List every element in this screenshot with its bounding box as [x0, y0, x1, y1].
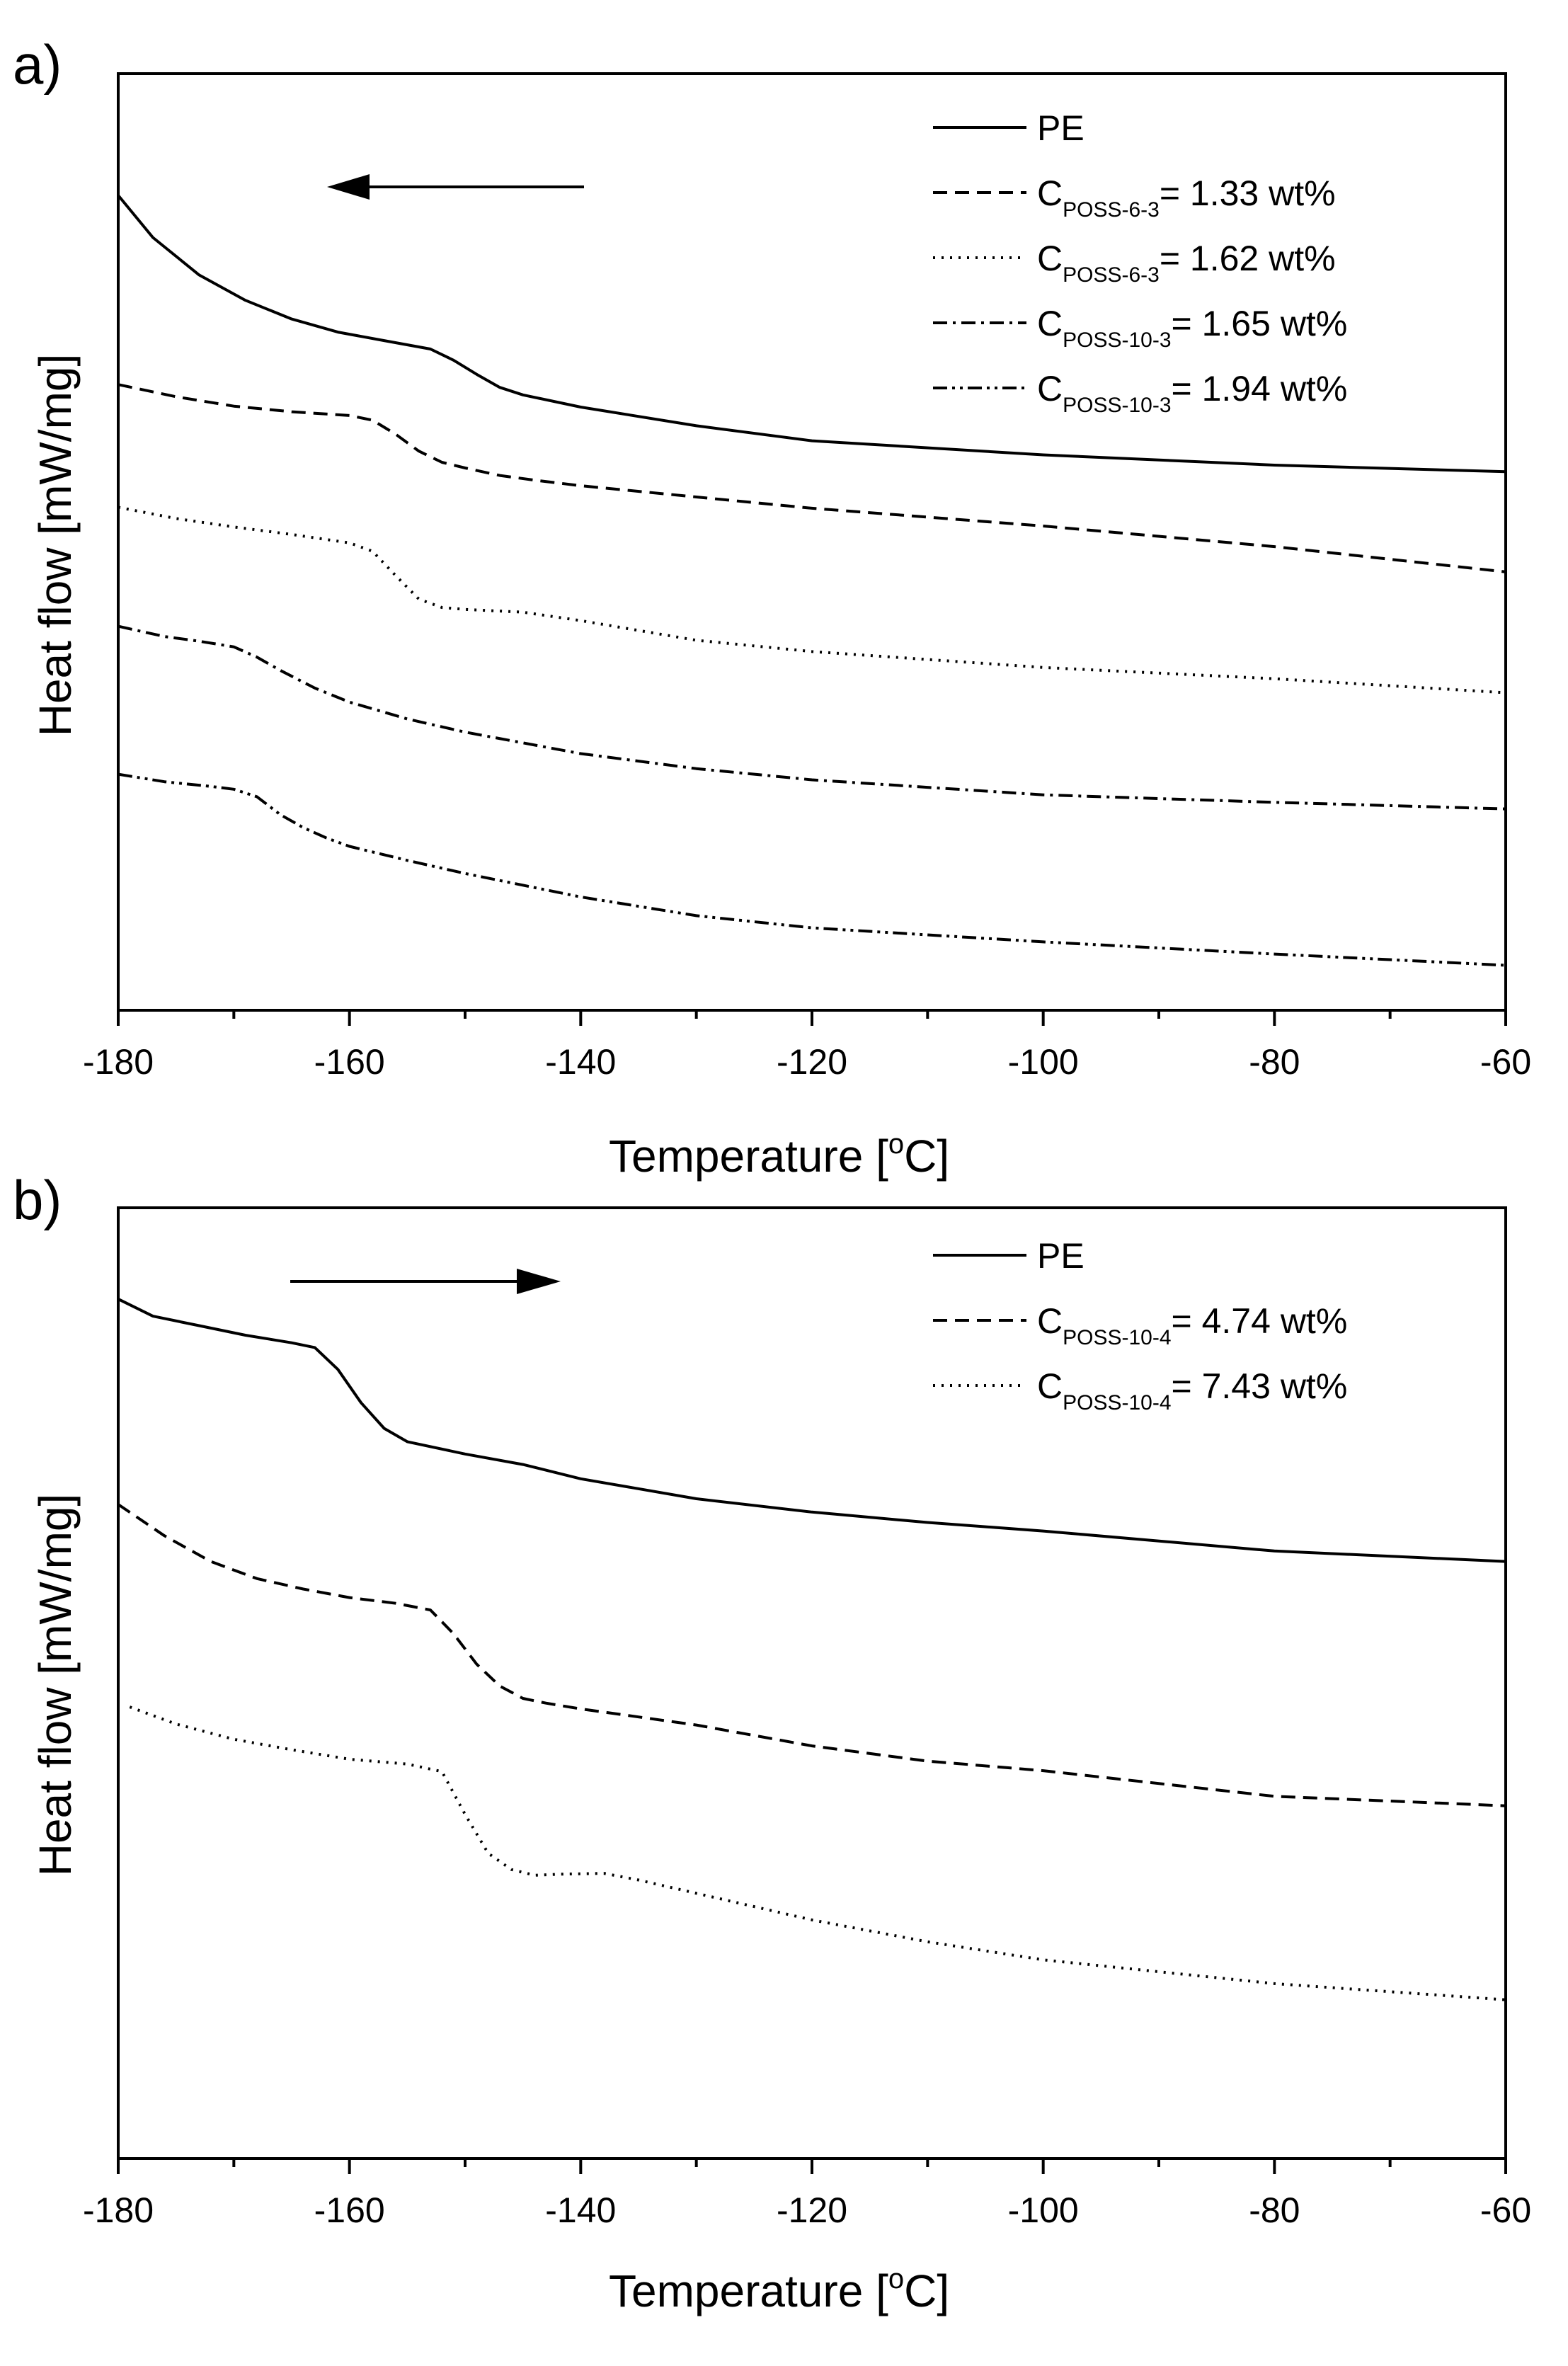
panel-a-x-tick-label: -180	[83, 1042, 154, 1082]
panel-b-y-axis-title: Heat flow [mW/mg]	[30, 1494, 81, 1877]
panel-b-legend-label-1: PE	[1037, 1236, 1085, 1276]
panel-a-x-tick-label: -80	[1249, 1042, 1300, 1082]
panel-b-legend: PE CPOSS-10-4= 4.74 wt% CPOSS-10-4= 7.43 w…	[933, 1236, 1347, 1415]
panel-a-x-tick-label: -140	[545, 1042, 616, 1082]
panel-b-x-tick-label: -160	[314, 2190, 385, 2230]
panel-b-heating-arrow	[290, 1269, 561, 1294]
panel-a-label: a)	[13, 33, 62, 96]
panel-a-legend: PE CPOSS-6-3= 1.33 wt% CPOSS-6-3= 1.62 wt%…	[933, 108, 1347, 417]
panel-a-legend-label-5: CPOSS-10-3= 1.94 wt%	[1037, 369, 1347, 417]
panel-b-series-line-1	[118, 1298, 1506, 1563]
panel-b-x-tick-label: -180	[83, 2190, 154, 2230]
panel-a-series-line-3	[118, 505, 1506, 695]
panel-b-series-lines	[117, 1298, 1506, 2001]
panel-b-x-tick-label: -100	[1008, 2190, 1079, 2230]
panel-a-chart: a) -180 -160 -140 -120 -100 -80 -60 PE CPOSS-6-…	[13, 33, 1531, 1182]
panel-b-arrow-head	[517, 1269, 561, 1294]
panel-a-legend-label-4: CPOSS-10-3= 1.65 wt%	[1037, 304, 1347, 352]
panel-b-series-line-2	[117, 1503, 1506, 1807]
panel-b-x-axis-title: Temperature [oC]	[609, 2263, 949, 2316]
panel-a-series-line-2	[118, 383, 1506, 573]
panel-b-x-axis: -180 -160 -140 -120 -100 -80 -60	[83, 2159, 1531, 2230]
panel-a-legend-label-3: CPOSS-6-3= 1.62 wt%	[1037, 239, 1336, 287]
panel-a-x-tick-label: -160	[314, 1042, 385, 1082]
panel-b-legend-label-3: CPOSS-10-4= 7.43 wt%	[1037, 1366, 1347, 1415]
panel-a-series-line-5	[118, 772, 1506, 967]
panel-a-plot-frame	[117, 72, 1507, 1012]
panel-b-plot-frame	[117, 1206, 1507, 2160]
panel-a-x-axis-title: Temperature [oC]	[609, 1128, 949, 1182]
panel-a-series-line-4	[118, 624, 1506, 811]
panel-a-y-axis-title: Heat flow [mW/mg]	[30, 354, 81, 737]
panel-a-x-tick-label: -100	[1008, 1042, 1079, 1082]
panel-b-x-tick-label: -140	[545, 2190, 616, 2230]
panel-a-x-tick-label: -120	[777, 1042, 847, 1082]
panel-b-chart: b) -180 -160 -140 -120 -100 -80 -60 PE CPOSS-10…	[13, 1169, 1531, 2316]
panel-a-legend-label-1: PE	[1037, 108, 1085, 148]
panel-a-x-tick-label: -60	[1480, 1042, 1531, 1082]
panel-b-label: b)	[13, 1169, 62, 1231]
panel-a-arrow-head	[327, 174, 370, 200]
panel-a-legend-label-2: CPOSS-6-3= 1.33 wt%	[1037, 173, 1336, 222]
panel-b-x-tick-label: -60	[1480, 2190, 1531, 2230]
panel-a-x-axis: -180 -160 -140 -120 -100 -80 -60	[83, 1010, 1531, 1082]
panel-a-series-line-1	[117, 194, 1506, 474]
panel-b-legend-label-2: CPOSS-10-4= 4.74 wt%	[1037, 1301, 1347, 1349]
panel-a-series-lines	[117, 194, 1506, 967]
panel-a-cooling-arrow	[327, 174, 584, 200]
panel-b-x-tick-label: -120	[777, 2190, 847, 2230]
panel-b-series-line-3	[129, 1705, 1506, 2001]
panel-b-x-tick-label: -80	[1249, 2190, 1300, 2230]
